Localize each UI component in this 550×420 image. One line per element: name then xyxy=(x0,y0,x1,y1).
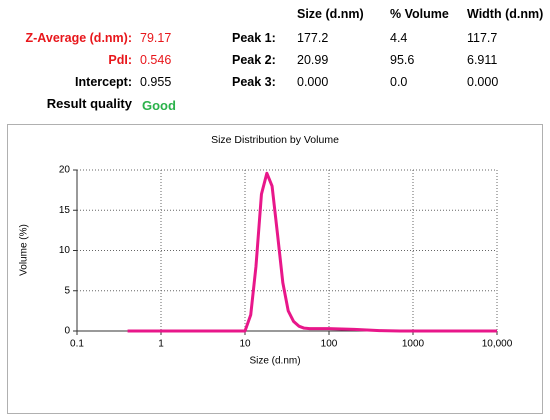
peak-value: 117.7 xyxy=(467,31,498,45)
peak-label: Peak 2: xyxy=(232,53,276,67)
peak-value: 0.0 xyxy=(390,75,408,89)
peak-value: 177.2 xyxy=(297,31,329,45)
peak-value: 20.99 xyxy=(297,53,329,67)
summary-label: Result quality xyxy=(46,96,132,111)
summary-value: 79.17 xyxy=(140,31,172,45)
peak-value: 95.6 xyxy=(390,53,415,67)
summary-value: 0.955 xyxy=(140,75,172,89)
peak-value: 0.000 xyxy=(297,75,329,89)
column-header: Size (d.nm) xyxy=(297,7,364,21)
x-axis-label: Size (d.nm) xyxy=(249,356,300,367)
peak-label: Peak 3: xyxy=(232,75,276,89)
summary-value: Good xyxy=(142,98,176,113)
chart-frame xyxy=(7,124,543,414)
summary-label: Z-Average (d.nm): xyxy=(25,31,133,45)
peak-value: 0.000 xyxy=(467,75,499,89)
chart-title: Size Distribution by Volume xyxy=(211,134,339,146)
y-tick-label: 0 xyxy=(64,326,70,337)
column-header: % Volume xyxy=(390,7,449,21)
y-tick-label: 5 xyxy=(64,285,70,296)
x-tick-label: 0.1 xyxy=(70,339,84,350)
x-tick-label: 10,000 xyxy=(482,339,513,350)
peak-label: Peak 1: xyxy=(232,31,276,45)
x-tick-label: 1 xyxy=(158,339,164,350)
x-tick-label: 10 xyxy=(239,339,251,350)
y-tick-label: 20 xyxy=(59,165,71,176)
summary-label: PdI: xyxy=(108,53,132,67)
y-tick-label: 10 xyxy=(59,245,71,256)
y-axis-label: Volume (%) xyxy=(19,224,30,276)
column-header: Width (d.nm) xyxy=(467,7,544,21)
peak-value: 4.4 xyxy=(390,31,408,45)
data-line xyxy=(127,171,497,333)
summary-label: Intercept: xyxy=(75,75,132,89)
peak-value: 6.911 xyxy=(467,53,498,67)
y-tick-label: 15 xyxy=(59,205,71,216)
x-tick-label: 1000 xyxy=(402,339,425,350)
summary-value: 0.546 xyxy=(140,53,172,67)
x-tick-label: 100 xyxy=(321,339,338,350)
